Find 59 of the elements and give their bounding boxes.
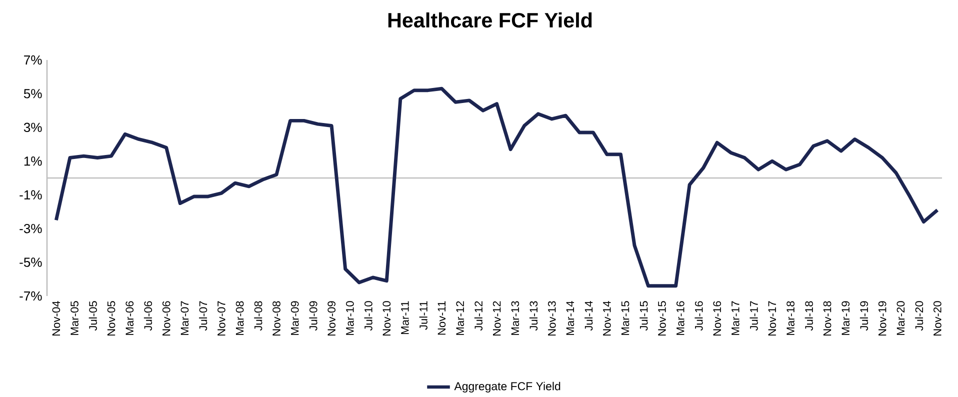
y-tick-label: -7% <box>20 291 42 301</box>
x-tick-label: Jul-20 <box>915 301 924 331</box>
x-tick-label: Jul-05 <box>88 301 97 331</box>
x-tick-label: Mar-20 <box>896 301 905 335</box>
x-tick-label: Jul-19 <box>860 301 868 331</box>
x-tick-label: Mar-08 <box>236 301 244 335</box>
x-tick-label: Nov-15 <box>658 301 666 336</box>
x-tick-label: Jul-14 <box>584 301 593 331</box>
x-tick-label: Jul-18 <box>804 301 813 331</box>
x-tick-label: Jul-12 <box>474 301 482 331</box>
x-tick-label: Mar-06 <box>126 301 134 335</box>
x-tick-label: Nov-10 <box>382 301 391 336</box>
x-tick-label: Mar-10 <box>346 301 354 335</box>
x-tick-label: Mar-09 <box>290 301 299 335</box>
x-tick-label: Jul-08 <box>254 301 262 331</box>
x-tick-label: Jul-17 <box>750 301 758 331</box>
x-tick-label: Mar-13 <box>511 301 520 335</box>
x-tick-label: Mar-19 <box>842 301 850 335</box>
y-tick-label: -3% <box>20 224 42 234</box>
x-tick-label: Mar-14 <box>566 301 574 335</box>
x-tick-label: Jul-11 <box>419 301 428 330</box>
x-tick-label: Nov-20 <box>934 301 942 336</box>
x-tick-label: Mar-07 <box>180 301 189 335</box>
x-tick-label: Jul-15 <box>640 301 648 331</box>
x-tick-label: Nov-17 <box>768 301 776 336</box>
x-tick-label: Mar-18 <box>786 301 794 335</box>
x-tick-label: Nov-07 <box>218 301 226 336</box>
x-tick-label: Nov-13 <box>548 301 556 336</box>
x-tick-label: Nov-06 <box>162 301 170 336</box>
chart-title: Healthcare FCF Yield <box>388 12 592 28</box>
x-tick-label: Nov-19 <box>878 301 886 336</box>
y-tick-label: 5% <box>24 89 42 98</box>
x-tick-label: Nov-04 <box>52 301 60 336</box>
x-tick-label: Mar-16 <box>676 301 684 335</box>
x-tick-label: Mar-17 <box>732 301 740 335</box>
y-tick-label: -5% <box>20 258 42 267</box>
x-tick-label: Mar-11 <box>401 301 409 334</box>
x-tick-label: Mar-05 <box>70 301 78 335</box>
x-tick-label: Jul-09 <box>309 301 318 331</box>
x-tick-label: Nov-14 <box>603 301 611 336</box>
x-tick-label: Nov-08 <box>272 301 280 336</box>
x-tick-label: Nov-12 <box>492 301 501 336</box>
y-tick-label: -1% <box>20 190 42 200</box>
y-tick-label: 7% <box>24 55 42 65</box>
x-tick-label: Nov-09 <box>328 301 336 336</box>
x-tick-label: Jul-13 <box>529 301 538 331</box>
x-tick-label: Jul-16 <box>694 301 703 331</box>
x-tick-label: Jul-10 <box>364 301 372 331</box>
x-tick-label: Jul-07 <box>199 301 208 331</box>
x-tick-label: Mar-15 <box>621 301 630 335</box>
y-tick-label: 3% <box>24 122 42 132</box>
x-tick-label: Mar-12 <box>456 301 464 335</box>
x-tick-label: Jul-06 <box>144 301 152 331</box>
x-tick-label: Nov-11 <box>438 301 446 335</box>
legend-label: Aggregate FCF Yield <box>454 382 560 393</box>
x-tick-label: Nov-05 <box>107 301 116 336</box>
x-tick-label: Nov-18 <box>823 301 832 336</box>
y-tick-label: 1% <box>24 156 42 166</box>
x-tick-label: Nov-16 <box>713 301 722 336</box>
